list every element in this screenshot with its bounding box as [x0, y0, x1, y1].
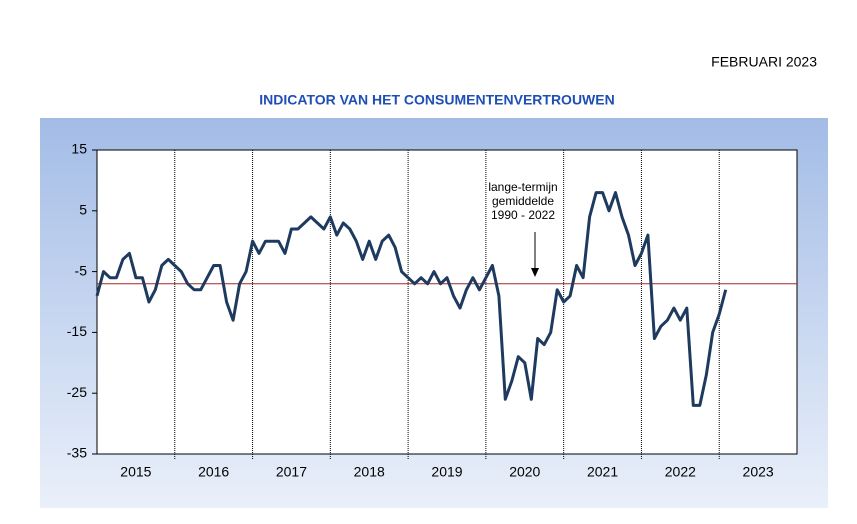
x-tick-label: 2015: [120, 464, 151, 480]
date-label: FEBRUARI 2023: [711, 54, 817, 70]
x-tick-label: 2017: [276, 464, 307, 480]
x-tick-label: 2020: [509, 464, 540, 480]
y-tick-label: -5: [75, 262, 88, 278]
y-tick-label: -15: [67, 323, 87, 339]
annotation: 1990 - 2022: [491, 208, 555, 222]
y-tick-label: -35: [67, 445, 87, 461]
annotation-arrowhead: [531, 268, 539, 277]
x-tick-label: 2022: [665, 464, 696, 480]
x-tick-label: 2018: [354, 464, 385, 480]
chart-title: INDICATOR VAN HET CONSUMENTENVERTROUWEN: [259, 92, 614, 108]
series-line: [95, 191, 728, 407]
x-tick-label: 2023: [743, 464, 774, 480]
x-tick-label: 2021: [587, 464, 618, 480]
y-tick-label: -25: [67, 384, 87, 400]
y-tick-label: 15: [71, 141, 87, 157]
y-tick-label: 5: [79, 202, 87, 218]
annotation: lange-termijn: [488, 180, 557, 194]
annotation: gemiddelde: [492, 194, 554, 208]
x-tick-label: 2016: [198, 464, 229, 480]
x-tick-label: 2019: [431, 464, 462, 480]
plot-area: [96, 149, 798, 455]
